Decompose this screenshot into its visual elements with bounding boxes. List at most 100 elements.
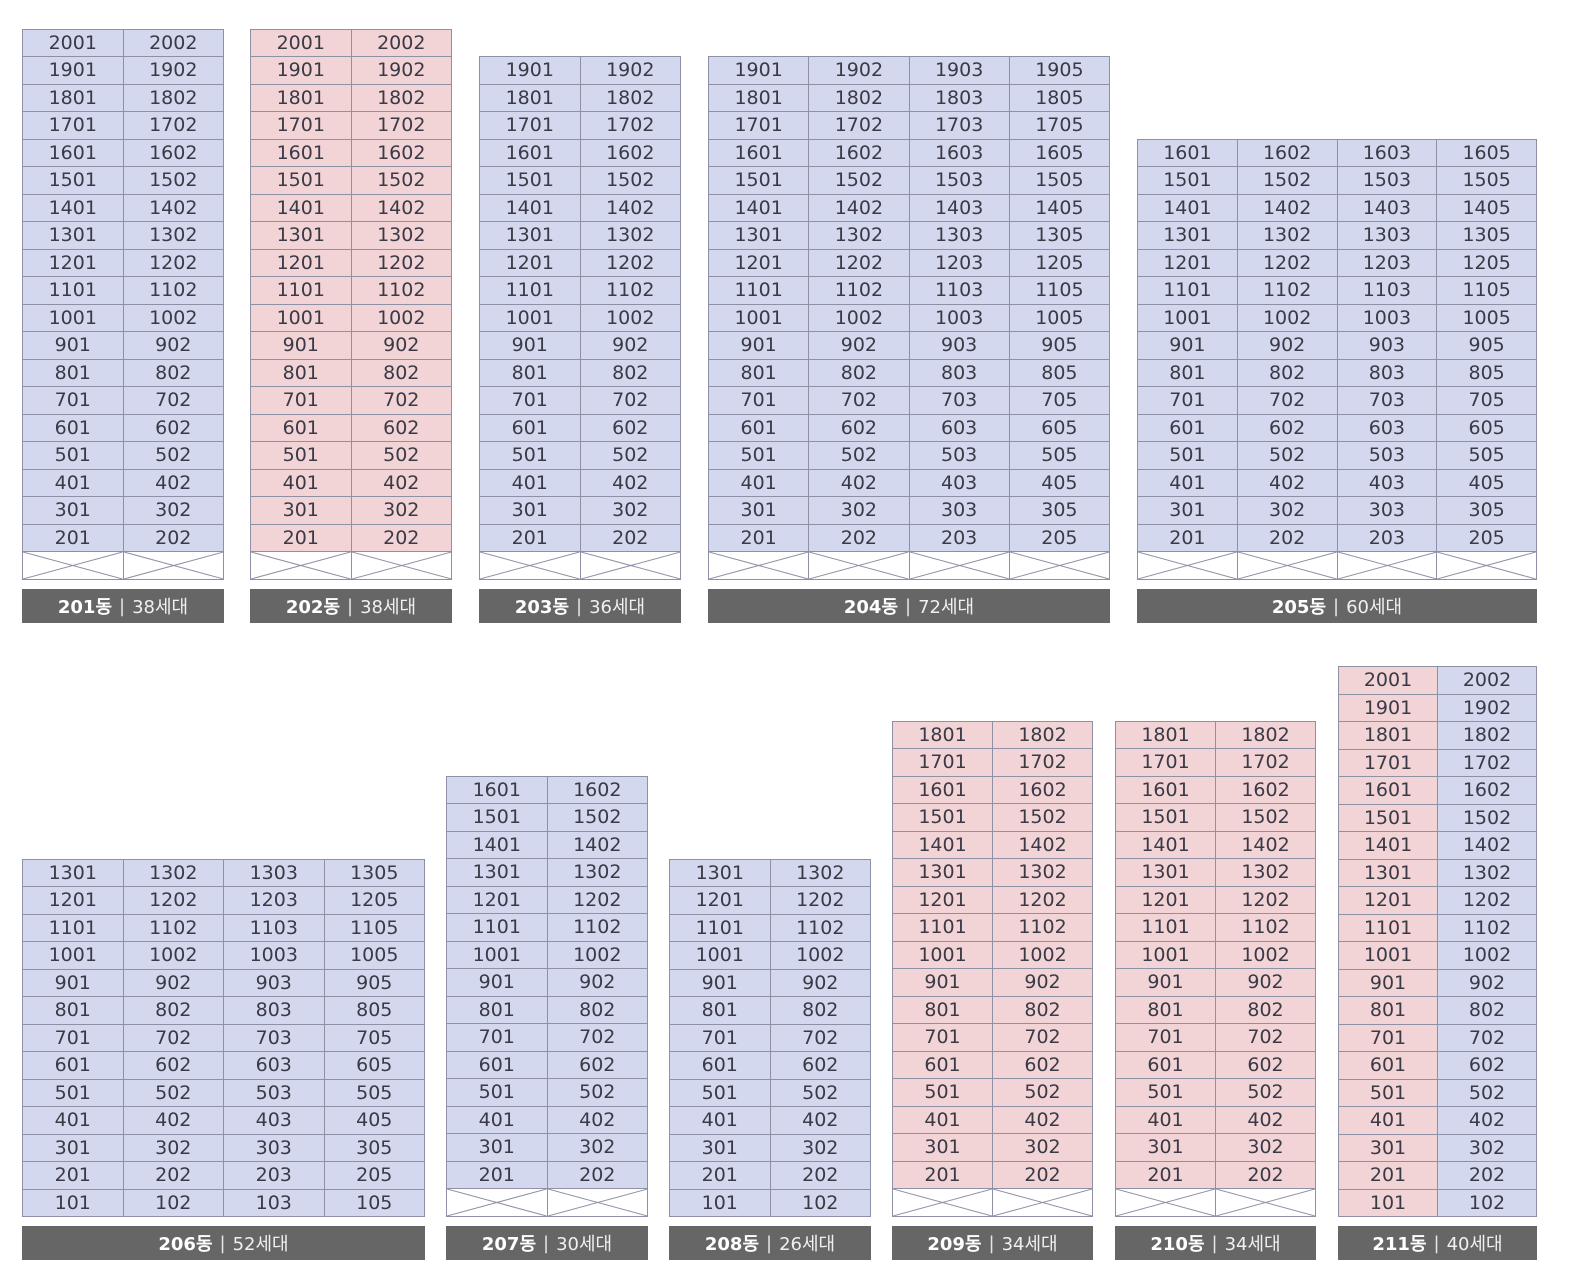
- floor-row: 1701 1702: [893, 749, 1093, 777]
- unit-cell: 701: [1339, 1024, 1438, 1052]
- unit-cell: 1002: [123, 304, 224, 332]
- unit-cell: 802: [1438, 997, 1537, 1025]
- floor-row: 501 502: [480, 442, 681, 470]
- unit-cell: 1503: [1337, 167, 1438, 195]
- unit-cell: 1602: [580, 139, 681, 167]
- unit-cell: 402: [580, 469, 681, 497]
- unit-cell: 802: [1237, 359, 1338, 387]
- floor-row: 201 202: [670, 1162, 871, 1190]
- unit-cell: 1901: [1339, 694, 1438, 722]
- floor-row: 901 902 903 905: [23, 969, 425, 997]
- unit-cell: 1102: [1216, 914, 1316, 942]
- unit-cell: 1202: [123, 249, 224, 277]
- unit-cell: 601: [480, 414, 581, 442]
- unit-cell: 402: [1237, 469, 1338, 497]
- unit-cell: 1102: [580, 277, 681, 305]
- unit-cell: 1202: [1438, 887, 1537, 915]
- household-count: 60세대: [1346, 597, 1403, 618]
- unit-cell: 205: [324, 1162, 425, 1190]
- floor-row: 901 902: [251, 332, 452, 360]
- unit-cell: 1101: [670, 914, 771, 942]
- floor-row: 1601 1602: [893, 776, 1093, 804]
- unit-cell: 301: [480, 497, 581, 525]
- floor-row: 301 302 303 305: [1138, 497, 1537, 525]
- label-separator: |: [988, 1232, 995, 1254]
- unit-cell: 201: [23, 524, 124, 552]
- unit-cell: 801: [1116, 996, 1216, 1024]
- unit-cell: 605: [1009, 414, 1110, 442]
- unit-cell: 303: [909, 497, 1010, 525]
- unit-cell: 401: [1116, 1106, 1216, 1134]
- unit-cell: 602: [1438, 1052, 1537, 1080]
- unit-cell: 205: [1437, 524, 1537, 552]
- unit-cell: 1702: [1216, 749, 1316, 777]
- unit-grid: 1901 1902 1903 1905 1801 1802 1803 1805 1701 1702…: [708, 56, 1110, 580]
- unit-cell: 1902: [1438, 694, 1537, 722]
- unit-cell: 702: [1237, 387, 1338, 415]
- unit-cell: 1802: [1438, 722, 1537, 750]
- unit-cell: 402: [123, 1107, 224, 1135]
- unit-cell: 1003: [909, 304, 1010, 332]
- unit-cell: 1201: [1116, 886, 1216, 914]
- floor-row: 601 602: [23, 414, 224, 442]
- unit-cell: 105: [324, 1189, 425, 1217]
- unit-cell: 202: [123, 1162, 224, 1190]
- unit-cell: 1601: [1116, 776, 1216, 804]
- building-210동: 1801 1802 1701 1702 1601 1602 1501 1502 1401 1402…: [1115, 720, 1316, 1260]
- unit-cell: 505: [1437, 442, 1537, 470]
- unit-cell: 1001: [670, 942, 771, 970]
- unit-cell: 802: [1216, 996, 1316, 1024]
- unit-cell: 1901: [709, 57, 810, 85]
- unit-cell: 401: [480, 469, 581, 497]
- unit-cell: 1303: [1337, 222, 1438, 250]
- unit-cell: 503: [909, 442, 1010, 470]
- unit-cell: 305: [1009, 497, 1110, 525]
- unit-cell: 703: [224, 1024, 325, 1052]
- unit-cell: 502: [1237, 442, 1338, 470]
- pilotis-row: [447, 1189, 648, 1217]
- unit-cell: 1302: [547, 859, 648, 887]
- unit-cell: 601: [893, 1051, 993, 1079]
- unit-cell: 1202: [770, 887, 871, 915]
- household-count: 38세대: [360, 597, 417, 618]
- unit-cell: 602: [580, 414, 681, 442]
- unit-cell: 402: [1438, 1107, 1537, 1135]
- unit-cell: 1402: [123, 194, 224, 222]
- unit-cell: 1802: [1216, 721, 1316, 749]
- floor-row: 1701 1702: [480, 112, 681, 140]
- floor-row: 201 202: [1339, 1162, 1537, 1190]
- unit-cell: 603: [224, 1052, 325, 1080]
- unit-cell: 1005: [324, 942, 425, 970]
- floor-row: 601 602: [893, 1051, 1093, 1079]
- floor-row: 401 402: [447, 1106, 648, 1134]
- unit-cell: 305: [324, 1134, 425, 1162]
- floor-row: 101 102: [670, 1189, 871, 1217]
- floor-row: 201 202 203 205: [709, 524, 1110, 552]
- household-count: 40세대: [1446, 1234, 1503, 1255]
- unit-cell: 502: [809, 442, 910, 470]
- unit-cell: 1502: [1438, 804, 1537, 832]
- unit-cell: 1202: [1216, 886, 1316, 914]
- unit-cell: 402: [351, 469, 452, 497]
- unit-cell: 1205: [324, 887, 425, 915]
- unit-cell: 701: [893, 1024, 993, 1052]
- unit-cell: 405: [1437, 469, 1537, 497]
- unit-cell: 302: [1216, 1134, 1316, 1162]
- unit-cell: 905: [324, 969, 425, 997]
- floor-row: 901 902: [1116, 969, 1316, 997]
- label-separator: |: [543, 1232, 550, 1254]
- floor-row: 701 702: [670, 1024, 871, 1052]
- unit-cell: 902: [580, 332, 681, 360]
- floor-row: 1701 1702: [1116, 749, 1316, 777]
- unit-cell: 1602: [1216, 776, 1316, 804]
- unit-cell: 803: [224, 997, 325, 1025]
- building-209동: 1801 1802 1701 1702 1601 1602 1501 1502 1401 1402…: [892, 720, 1093, 1260]
- pilotis-cross-icon: [1116, 1189, 1216, 1217]
- unit-cell: 1301: [670, 859, 771, 887]
- floor-row: 1401 1402: [1339, 832, 1537, 860]
- floor-row: 401 402 403 405: [23, 1107, 425, 1135]
- unit-cell: 201: [670, 1162, 771, 1190]
- pilotis-cross-icon: [123, 552, 224, 580]
- unit-cell: 1801: [709, 84, 810, 112]
- unit-cell: 1402: [351, 194, 452, 222]
